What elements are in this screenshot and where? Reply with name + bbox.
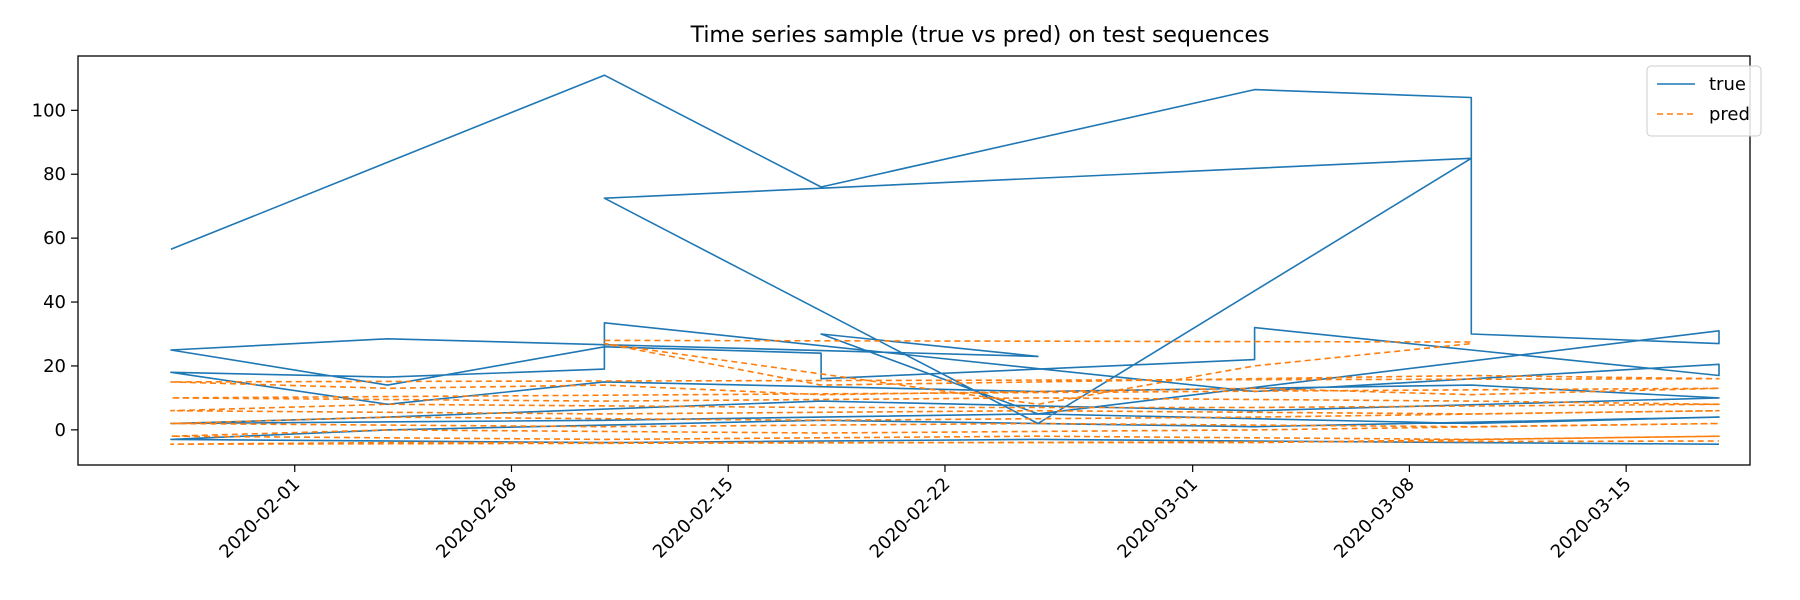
x-tick-label-6: 2020-03-15	[1547, 474, 1636, 563]
x-tick-label-4: 2020-03-01	[1113, 474, 1202, 563]
x-axis: 2020-02-01 2020-02-08 2020-02-15 2020-02-22…	[215, 465, 1636, 563]
x-tick-label-2: 2020-02-15	[649, 474, 738, 563]
x-tick-label-3: 2020-02-22	[866, 474, 955, 563]
y-tick-label-1: 20	[43, 356, 66, 377]
plot-frame	[77, 55, 1751, 466]
y-tick-label-5: 100	[32, 100, 66, 121]
y-tick-label-0: 0	[55, 420, 66, 441]
x-tick-label-1: 2020-02-08	[432, 474, 521, 563]
chart-title: Time series sample (true vs pred) on tes…	[690, 23, 1270, 48]
y-axis: 0 20 40 60 80 100	[32, 100, 78, 441]
series-layer	[170, 74, 1720, 446]
y-tick-label-4: 80	[43, 164, 66, 185]
x-tick-label-5: 2020-03-08	[1330, 474, 1419, 563]
y-tick-label-2: 40	[43, 292, 66, 313]
series-line-pred	[170, 339, 1720, 446]
legend-label-true: true	[1709, 74, 1746, 95]
legend-label-pred: pred	[1709, 104, 1750, 125]
x-tick-label-0: 2020-02-01	[215, 474, 304, 563]
series-line-true	[170, 74, 1720, 445]
y-tick-label-3: 60	[43, 228, 66, 249]
legend: true pred	[1646, 65, 1762, 137]
